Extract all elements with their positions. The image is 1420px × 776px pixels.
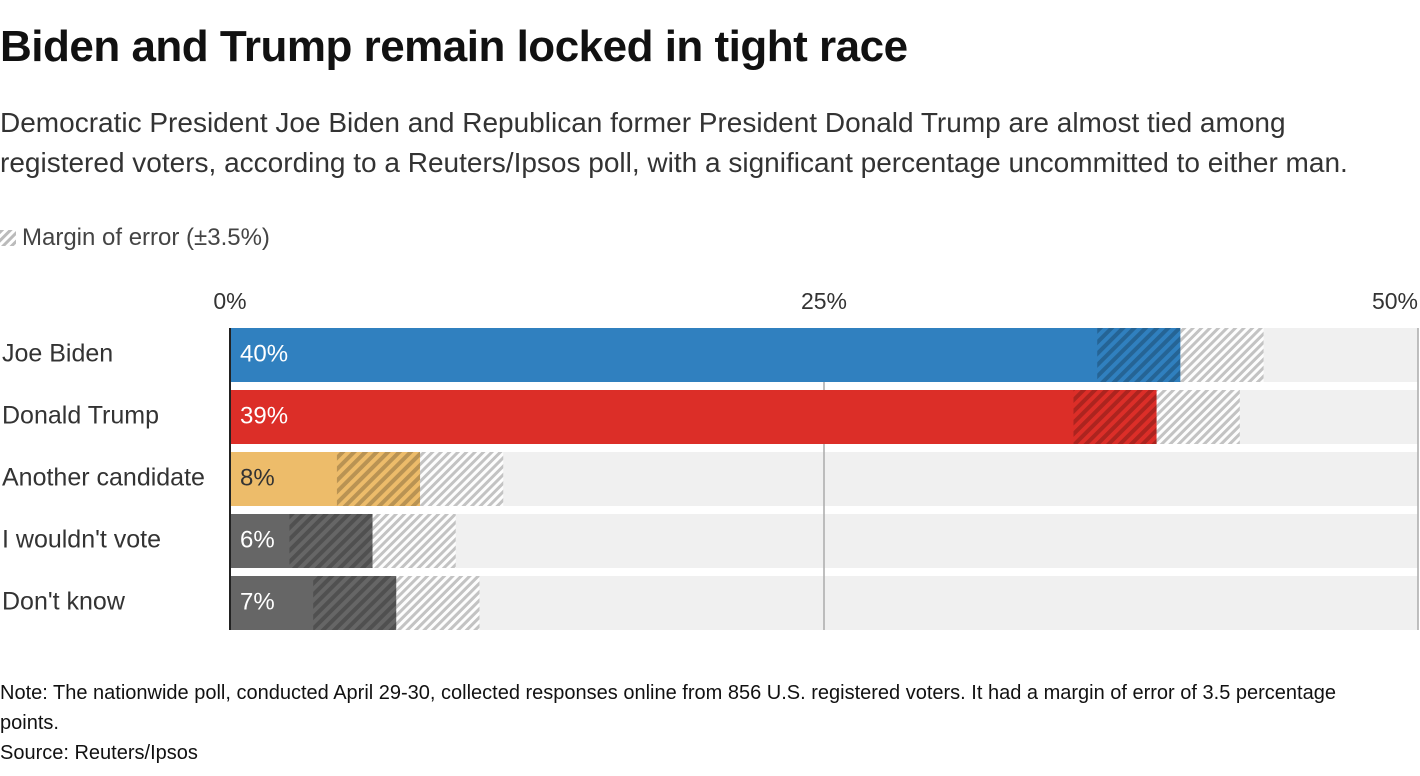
error-band-upper — [372, 514, 456, 568]
error-band-upper — [420, 452, 504, 506]
error-band-lower — [1097, 328, 1181, 382]
data-label: 39% — [240, 402, 288, 429]
note: Note: The nationwide poll, conducted Apr… — [0, 682, 1336, 734]
legend-swatch — [0, 230, 16, 246]
error-band-upper — [1180, 328, 1264, 382]
chart-subtitle: Democratic President Joe Biden and Repub… — [0, 107, 1348, 178]
source: Source: Reuters/Ipsos — [0, 742, 198, 764]
x-tick-label: 50% — [1372, 288, 1418, 314]
error-band-lower — [336, 452, 421, 506]
data-label: 7% — [240, 588, 275, 615]
error-band-lower — [313, 576, 397, 630]
chart: 0% 25% 50% Joe Biden 40% Donald Trump 39% Anoth… — [2, 288, 1419, 630]
x-tick-label: 0% — [213, 288, 246, 314]
x-tick-label: 25% — [801, 288, 847, 314]
legend: Margin of error (±3.5%) — [0, 224, 270, 252]
y-tick-label: Joe Biden — [2, 340, 113, 368]
y-tick-label: Don't know — [2, 588, 126, 616]
y-tick-label: I wouldn't vote — [2, 526, 161, 554]
data-label: 6% — [240, 526, 275, 553]
error-band-upper — [1156, 390, 1240, 444]
error-band-upper — [396, 576, 480, 630]
legend-label: Margin of error (±3.5%) — [22, 224, 270, 251]
data-label: 40% — [240, 340, 288, 367]
y-tick-label: Donald Trump — [2, 402, 159, 430]
data-label: 8% — [240, 464, 275, 491]
chart-title: Biden and Trump remain locked in tight r… — [0, 22, 908, 71]
y-tick-label: Another candidate — [2, 464, 205, 492]
bar — [230, 328, 1181, 382]
error-band-lower — [289, 514, 373, 568]
bar — [230, 390, 1157, 444]
error-band-lower — [1073, 390, 1157, 444]
